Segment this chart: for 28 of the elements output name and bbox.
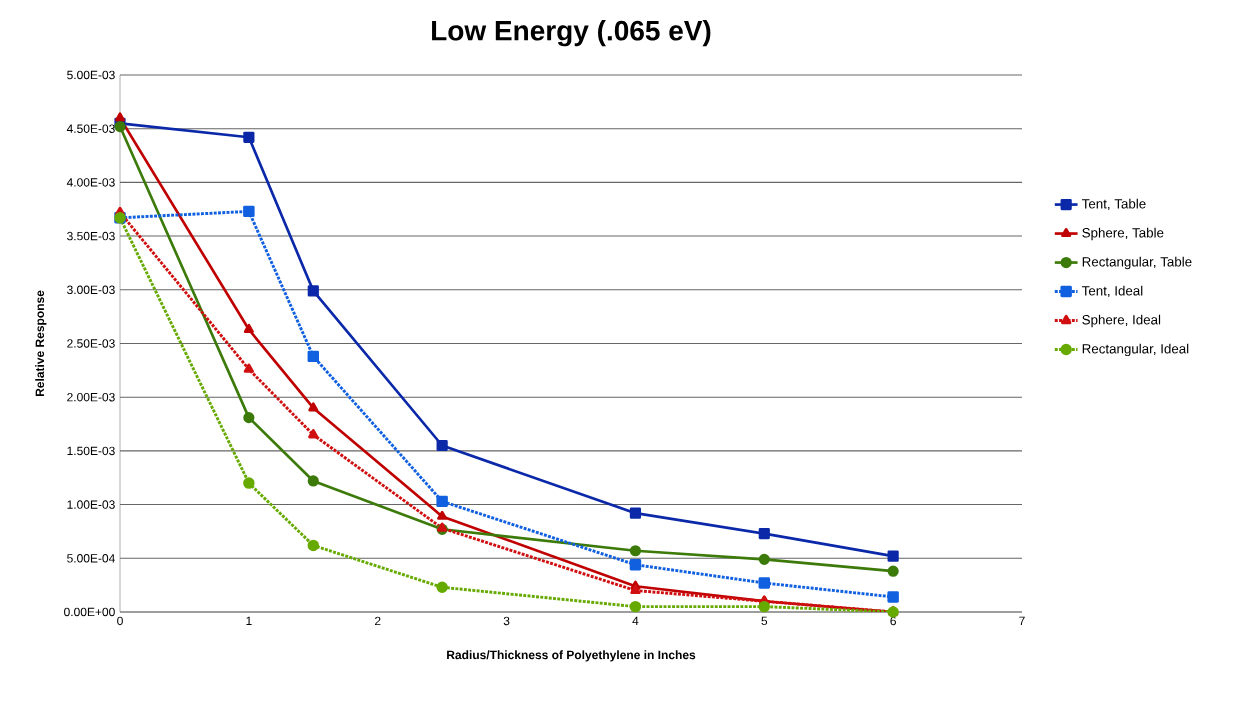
x-axis-title: Radius/Thickness of Polyethylene in Inches: [447, 650, 696, 662]
x-tick-label: 4: [632, 616, 639, 625]
legend-label: Tent, Ideal: [1081, 285, 1143, 298]
y-tick-label: 2.50E-03: [67, 339, 115, 348]
y-tick-label: 5.00E-03: [67, 70, 115, 80]
chart-title: Low Energy (.065 eV): [432, 20, 711, 47]
x-tick-label: 1: [246, 616, 252, 625]
y-tick-label: 5.00E-04: [67, 554, 115, 563]
x-tick-label: 6: [890, 616, 896, 626]
legend-label: Rectangular, Ideal: [1082, 343, 1189, 357]
y-tick-label: 1.00E-03: [67, 500, 115, 509]
y-tick-label: 4.50E-03: [66, 124, 115, 133]
x-tick-label: 0: [117, 616, 123, 626]
x-tick-label: 2: [374, 616, 381, 626]
x-tick-label: 7: [1019, 616, 1025, 625]
legend-label: Sphere, Ideal: [1082, 314, 1161, 328]
y-tick-label: 0.00E+00: [64, 607, 115, 617]
y-tick-label: 2.00E-03: [67, 392, 115, 402]
y-tick-label: 1.50E-03: [67, 446, 115, 456]
y-tick-label: 3.50E-03: [67, 231, 115, 241]
legend-label: Tent, Table: [1081, 198, 1146, 211]
x-tick-label: 3: [503, 616, 510, 626]
x-tick-label: 5: [761, 616, 768, 626]
y-tick-label: 4.00E-03: [66, 178, 115, 187]
legend-label: Rectangular, Table: [1082, 256, 1192, 270]
y-axis-title: Relative Response: [35, 290, 47, 397]
legend-label: Sphere, Table: [1082, 227, 1164, 241]
y-tick-label: 3.00E-03: [67, 285, 115, 295]
